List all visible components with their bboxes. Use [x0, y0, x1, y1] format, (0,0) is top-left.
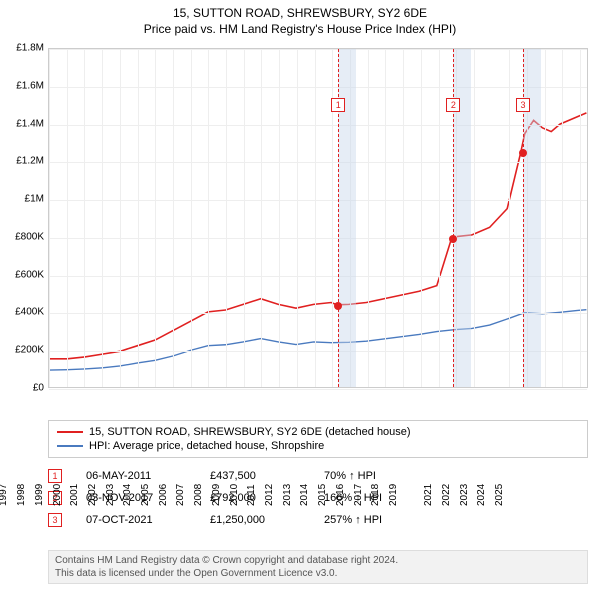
gridline-v	[84, 49, 85, 387]
sale-pct: 257% ↑ HPI	[324, 514, 424, 526]
gridline-v	[403, 49, 404, 387]
sale-price: £1,250,000	[210, 514, 300, 526]
footer-line-1: Contains HM Land Registry data © Crown c…	[55, 554, 581, 567]
legend-label: 15, SUTTON ROAD, SHREWSBURY, SY2 6DE (de…	[89, 426, 411, 438]
gridline-v	[385, 49, 386, 387]
footer-attribution: Contains HM Land Registry data © Crown c…	[48, 550, 588, 584]
gridline-h	[49, 87, 587, 88]
gridline-v	[208, 49, 209, 387]
gridline-v	[120, 49, 121, 387]
gridline-v	[173, 49, 174, 387]
gridline-v	[562, 49, 563, 387]
y-axis-label: £0	[2, 383, 44, 394]
gridline-h	[49, 125, 587, 126]
gridline-v	[138, 49, 139, 387]
sale-date: 07-OCT-2021	[86, 514, 186, 526]
legend-swatch	[57, 431, 83, 433]
gridline-v	[279, 49, 280, 387]
y-axis-label: £1.4M	[2, 118, 44, 129]
legend-box: 15, SUTTON ROAD, SHREWSBURY, SY2 6DE (de…	[48, 420, 588, 458]
gridline-v	[297, 49, 298, 387]
y-axis-label: £1.6M	[2, 80, 44, 91]
sale-date: 06-MAY-2011	[86, 470, 186, 482]
chart-subtitle: Price paid vs. HM Land Registry's House …	[0, 20, 600, 36]
gridline-v	[545, 49, 546, 387]
chart-lines-svg	[49, 49, 587, 387]
event-dot	[519, 149, 527, 157]
event-marker-box: 1	[331, 98, 345, 112]
gridline-h	[49, 162, 587, 163]
legend-label: HPI: Average price, detached house, Shro…	[89, 440, 324, 452]
sale-marker: 3	[48, 513, 62, 527]
gridline-v	[226, 49, 227, 387]
footer-line-2: This data is licensed under the Open Gov…	[55, 567, 581, 580]
gridline-h	[49, 238, 587, 239]
y-axis-label: £600K	[2, 269, 44, 280]
x-axis-label: 2025	[494, 484, 600, 506]
gridline-v	[439, 49, 440, 387]
y-axis-label: £800K	[2, 231, 44, 242]
gridline-h	[49, 389, 587, 390]
legend-swatch	[57, 445, 83, 447]
gridline-h	[49, 200, 587, 201]
gridline-h	[49, 49, 587, 50]
sale-row: 3 07-OCT-2021 £1,250,000 257% ↑ HPI	[48, 509, 588, 531]
gridline-v	[509, 49, 510, 387]
gridline-v	[67, 49, 68, 387]
gridline-v	[368, 49, 369, 387]
y-axis-label: £1.8M	[2, 43, 44, 54]
legend-row: 15, SUTTON ROAD, SHREWSBURY, SY2 6DE (de…	[57, 425, 579, 439]
gridline-v	[580, 49, 581, 387]
y-axis-label: £1.2M	[2, 156, 44, 167]
series-line	[50, 113, 587, 359]
chart-plot-area: 1 2 3	[48, 48, 588, 388]
y-axis-label: £1M	[2, 194, 44, 205]
chart-title: 15, SUTTON ROAD, SHREWSBURY, SY2 6DE	[0, 0, 600, 20]
gridline-v	[244, 49, 245, 387]
y-axis-label: £400K	[2, 307, 44, 318]
event-marker-box: 3	[516, 98, 530, 112]
gridline-v	[155, 49, 156, 387]
gridline-h	[49, 313, 587, 314]
gridline-v	[315, 49, 316, 387]
gridline-v	[191, 49, 192, 387]
gridline-v	[49, 49, 50, 387]
y-axis-label: £200K	[2, 345, 44, 356]
event-dot	[334, 302, 342, 310]
sale-price: £437,500	[210, 470, 300, 482]
gridline-h	[49, 276, 587, 277]
event-dot	[449, 235, 457, 243]
chart-container: 15, SUTTON ROAD, SHREWSBURY, SY2 6DE Pri…	[0, 0, 600, 590]
sale-marker: 1	[48, 469, 62, 483]
gridline-v	[261, 49, 262, 387]
legend-row: HPI: Average price, detached house, Shro…	[57, 439, 579, 453]
sale-pct: 70% ↑ HPI	[324, 470, 424, 482]
event-marker-box: 2	[446, 98, 460, 112]
gridline-v	[421, 49, 422, 387]
gridline-v	[474, 49, 475, 387]
series-line	[50, 310, 587, 370]
gridline-v	[102, 49, 103, 387]
gridline-h	[49, 351, 587, 352]
